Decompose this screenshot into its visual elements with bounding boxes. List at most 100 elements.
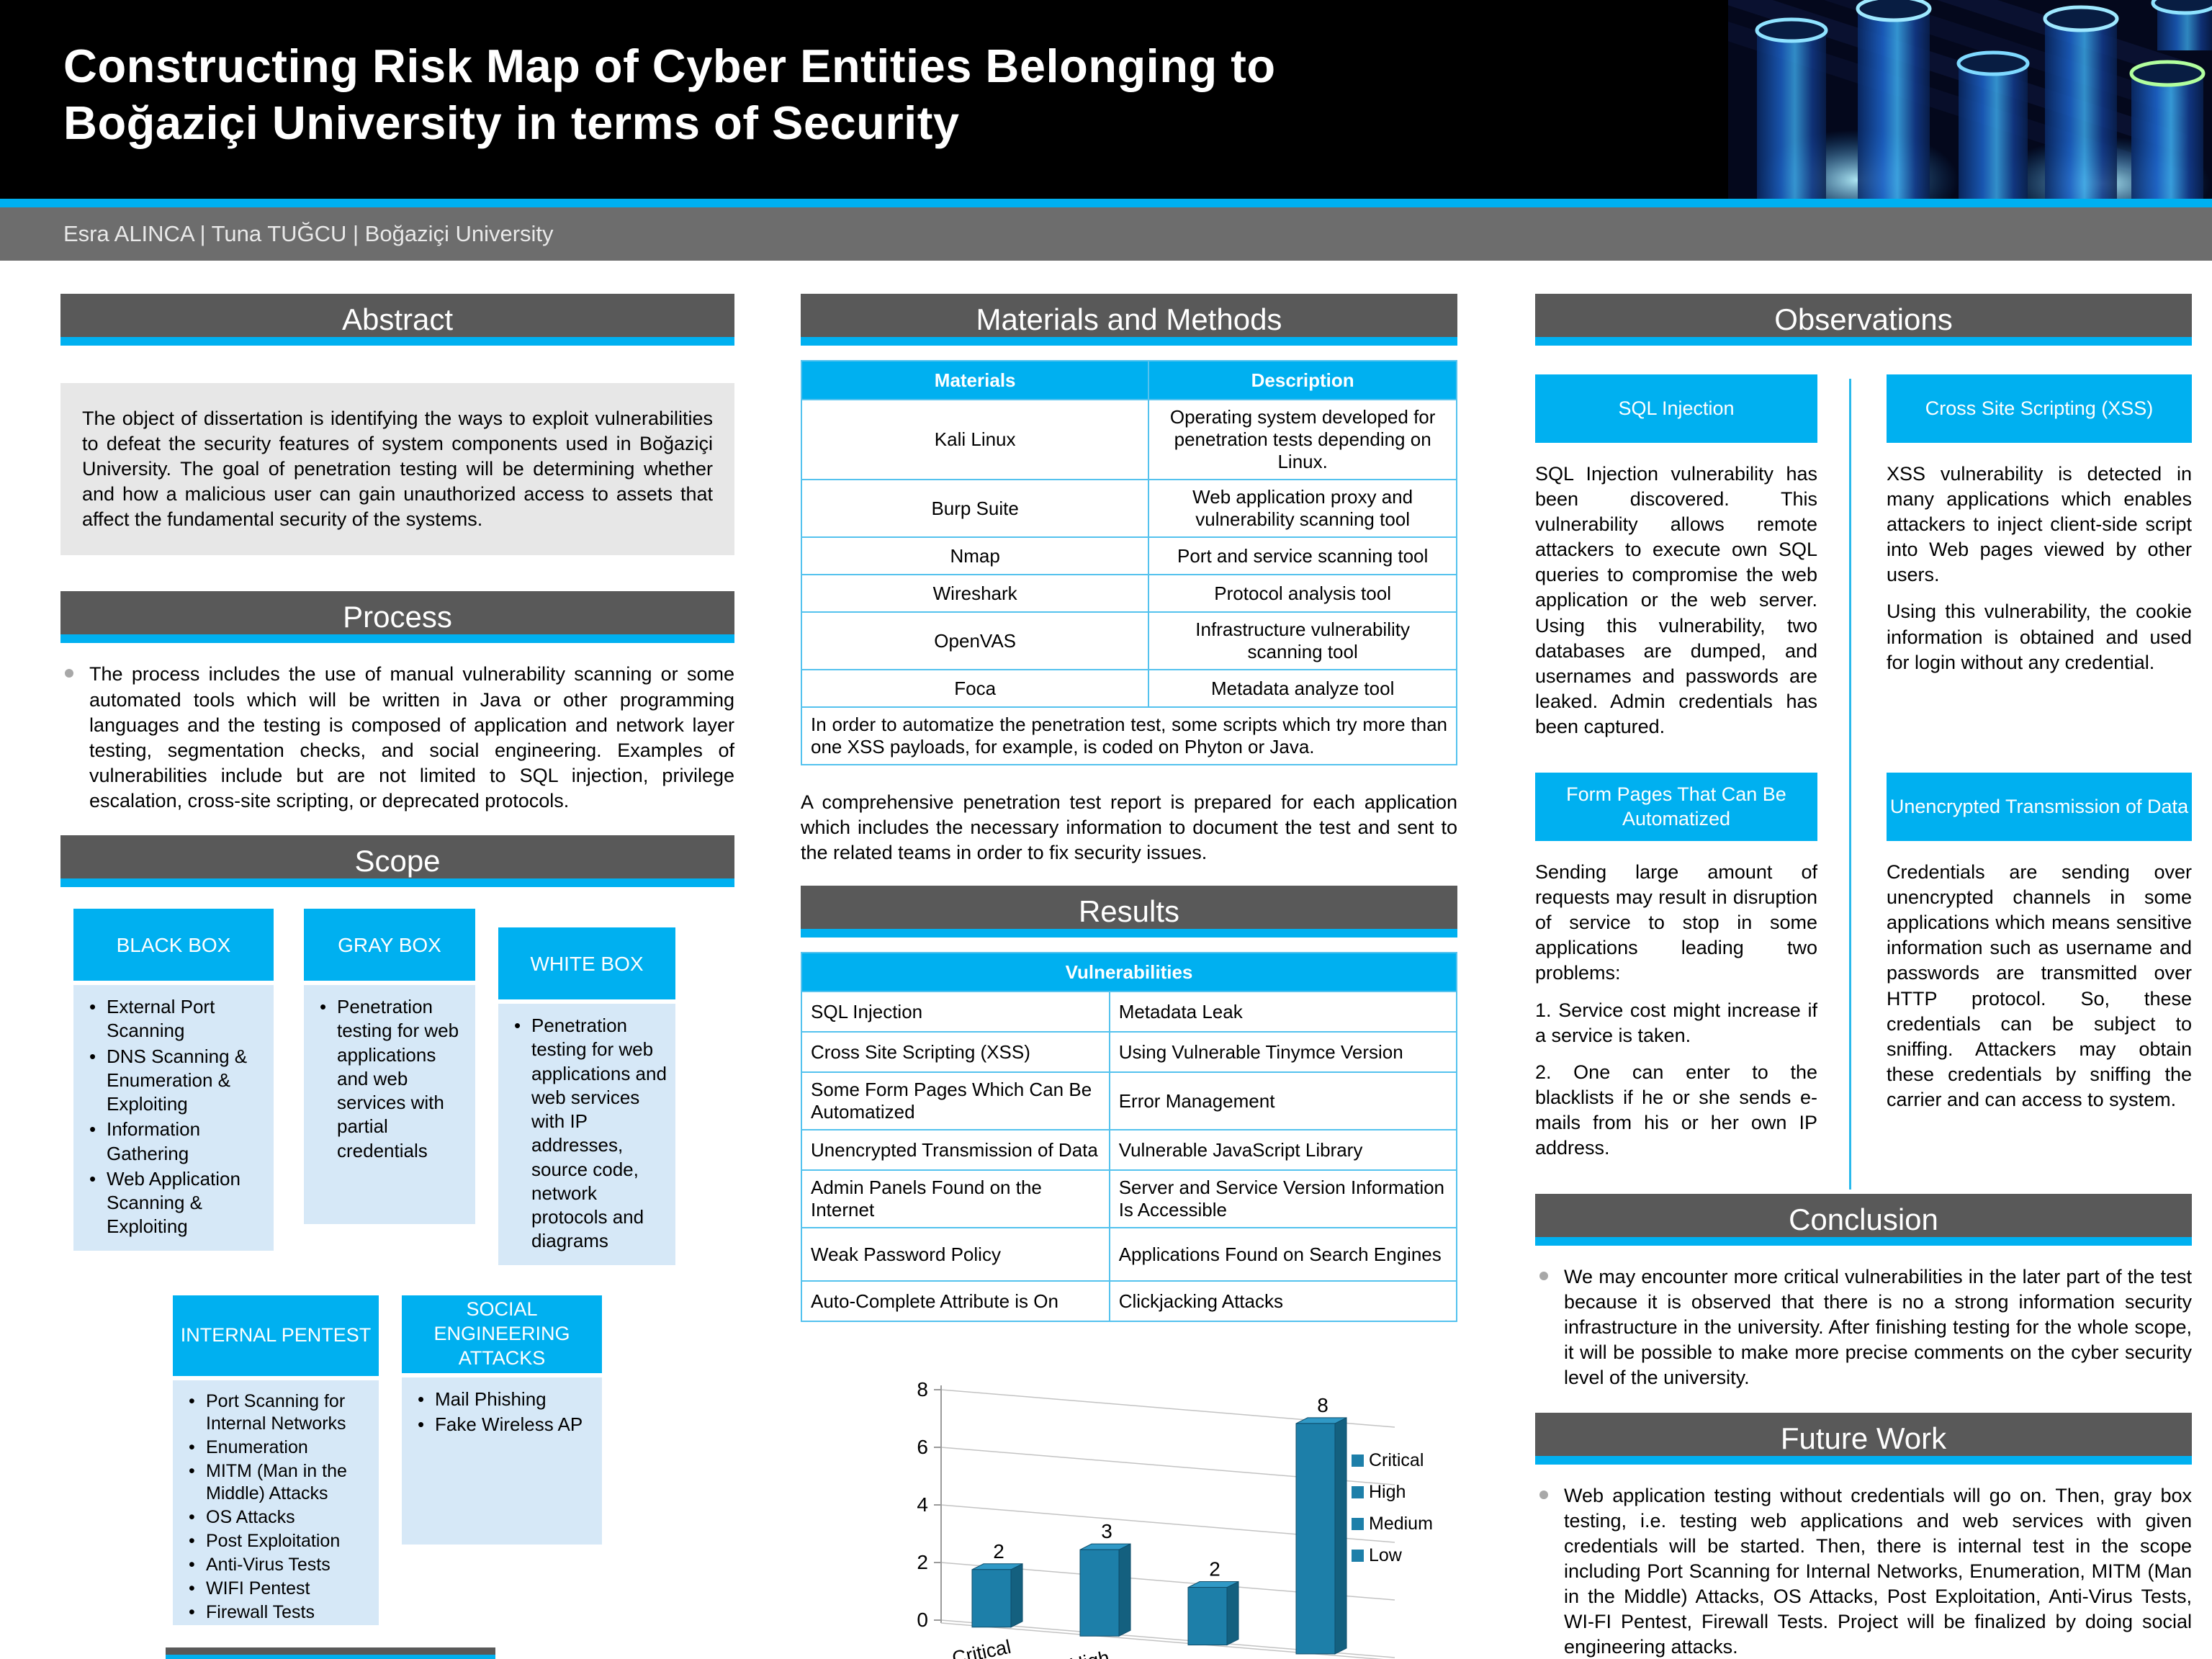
white-box: WHITE BOX Penetration testing for web ap… [498, 927, 675, 1265]
table-row: Some Form Pages Which Can Be Automatized… [801, 1071, 1458, 1131]
test-tubes-image [1728, 0, 2212, 199]
poster-title-line2: Boğaziçi University in terms of Security [63, 96, 960, 150]
xss-title: Cross Site Scripting (XSS) [1887, 374, 2192, 443]
svg-text:0: 0 [917, 1609, 928, 1631]
material-desc: Port and service scanning tool [1148, 536, 1457, 575]
table-row: Burp Suite Web application proxy and vul… [800, 479, 1457, 538]
observations-grid: SQL Injection SQL Injection vulnerabilit… [1535, 374, 2192, 1194]
vulnerabilities-header: Vulnerabilities [801, 952, 1457, 993]
list-item: WIFI Pentest [183, 1578, 370, 1600]
vulnerability-cell: Using Vulnerable Tinymce Version [1108, 1031, 1458, 1074]
future-work-heading: Future Work [1535, 1412, 2192, 1465]
table-row: Cross Site Scripting (XSS) Using Vulnera… [801, 1031, 1458, 1074]
svg-text:8: 8 [917, 1378, 928, 1401]
svg-text:4: 4 [917, 1493, 928, 1516]
middle-column: Materials and Methods Materials Descript… [800, 294, 1458, 1659]
poster-title: Constructing Risk Map of Cyber Entities … [63, 37, 1276, 152]
svg-text:Low: Low [1369, 1545, 1403, 1565]
left-column: Abstract The object of dissertation is i… [60, 294, 734, 1625]
social-engineering-box: SOCIAL ENGINEERING ATTACKS Mail Phishing… [402, 1295, 602, 1625]
svg-text:Critical: Critical [950, 1636, 1013, 1659]
internal-pentest-box: INTERNAL PENTEST Port Scanning for Inter… [173, 1295, 379, 1625]
social-engineering-body: Mail Phishing Fake Wireless AP [402, 1377, 602, 1545]
paragraph: Credentials are sending over unencrypted… [1887, 861, 2192, 1110]
xss-text: XSS vulnerability is detected in many ap… [1887, 462, 2192, 675]
table-row: Foca Metadata analyze tool [800, 669, 1457, 708]
svg-text:High: High [1369, 1482, 1406, 1502]
material-name: Kali Linux [800, 399, 1150, 480]
material-name: Foca [800, 669, 1150, 708]
vulnerability-cell: Clickjacking Attacks [1108, 1280, 1458, 1323]
list-item: Port Scanning for Internal Networks [183, 1390, 370, 1435]
future-work-bullet: Web application testing without credenti… [1535, 1483, 2192, 1659]
list-item: Enumeration [183, 1437, 370, 1459]
list-item: Penetration testing for web applications… [314, 995, 467, 1163]
svg-text:Critical: Critical [1369, 1450, 1424, 1470]
list-item: Mail Phishing [412, 1388, 593, 1412]
form-pages-title: Form Pages That Can Be Automatized [1535, 773, 1817, 842]
unencrypted-card: Unencrypted Transmission of Data Credent… [1887, 773, 2192, 1172]
table-row: Auto-Complete Attribute is On Clickjacki… [801, 1280, 1458, 1323]
table-row: Weak Password Policy Applications Found … [801, 1227, 1458, 1282]
table-row: OpenVAS Infrastructure vulnerability sca… [800, 611, 1457, 670]
material-name: Nmap [800, 536, 1150, 575]
list-item: Penetration testing for web applications… [508, 1014, 667, 1254]
materials-heading: Materials and Methods [801, 294, 1457, 346]
vulnerability-cell: Metadata Leak [1108, 991, 1458, 1033]
table-row: Admin Panels Found on the Internet Serve… [801, 1169, 1458, 1229]
cutoff-section-header [166, 1647, 495, 1659]
svg-text:High: High [1068, 1647, 1112, 1659]
material-desc: Web application proxy and vulnerability … [1148, 479, 1457, 538]
svg-text:8: 8 [1317, 1394, 1328, 1416]
svg-text:Medium: Medium [1161, 1653, 1233, 1659]
paragraph: Using this vulnerability, the cookie inf… [1887, 601, 2192, 673]
svg-text:2: 2 [993, 1540, 1004, 1563]
internal-pentest-body: Port Scanning for Internal Networks Enum… [173, 1380, 379, 1625]
svg-text:6: 6 [917, 1436, 928, 1458]
svg-text:3: 3 [1101, 1520, 1112, 1542]
future-work-text: Web application testing without credenti… [1564, 1484, 2192, 1658]
list-item: Information Gathering [84, 1118, 265, 1166]
vulnerability-cell: SQL Injection [801, 991, 1110, 1033]
svg-text:2: 2 [917, 1551, 928, 1573]
vulnerability-cell: Cross Site Scripting (XSS) [801, 1031, 1110, 1074]
unencrypted-text: Credentials are sending over unencrypted… [1887, 860, 2192, 1112]
paragraph: SQL Injection vulnerability has been dis… [1535, 463, 1817, 737]
vulnerability-cell: Weak Password Policy [801, 1227, 1110, 1282]
xss-card: Cross Site Scripting (XSS) XSS vulnerabi… [1887, 374, 2192, 751]
vulnerability-cell: Error Management [1108, 1071, 1458, 1131]
abstract-heading: Abstract [60, 294, 734, 346]
list-item: OS Attacks [183, 1506, 370, 1529]
gray-box: GRAY BOX Penetration testing for web app… [304, 909, 475, 1265]
vulnerability-cell: Applications Found on Search Engines [1108, 1227, 1458, 1282]
author-bar: Esra ALINCA | Tuna TUĞCU | Boğaziçi Univ… [0, 207, 2212, 261]
white-box-body: Penetration testing for web applications… [498, 1004, 675, 1265]
description-col-header: Description [1148, 360, 1457, 400]
vulnerability-cell: Admin Panels Found on the Internet [801, 1169, 1110, 1229]
vulnerability-cell: Some Form Pages Which Can Be Automatized [801, 1071, 1110, 1131]
observations-heading: Observations [1535, 294, 2192, 346]
process-text: The process includes the use of manual v… [89, 663, 734, 811]
paragraph: 1. Service cost might increase if a serv… [1535, 999, 1817, 1046]
table-row: Wireshark Protocol analysis tool [800, 574, 1457, 613]
white-box-title: WHITE BOX [498, 927, 675, 1000]
list-item: External Port Scanning [84, 995, 265, 1043]
internal-pentest-title: INTERNAL PENTEST [173, 1295, 379, 1376]
material-name: Burp Suite [800, 479, 1150, 538]
conclusion-bullet: We may encounter more critical vulnerabi… [1535, 1264, 2192, 1390]
material-desc: Operating system developed for penetrati… [1148, 399, 1457, 480]
gray-box-title: GRAY BOX [304, 909, 475, 981]
bullet-dot-icon [1539, 1490, 1548, 1499]
sql-injection-text: SQL Injection vulnerability has been dis… [1535, 462, 1817, 739]
form-pages-card: Form Pages That Can Be Automatized Sendi… [1535, 773, 1817, 1172]
vulnerability-cell: Auto-Complete Attribute is On [801, 1280, 1110, 1323]
conclusion-heading: Conclusion [1535, 1194, 2192, 1246]
material-name: Wireshark [800, 574, 1150, 613]
materials-table: Materials Description Kali Linux Operati… [800, 360, 1457, 765]
report-paragraph: A comprehensive penetration test report … [801, 791, 1457, 864]
process-bullet: The process includes the use of manual v… [60, 662, 734, 814]
vulnerabilities-table: Vulnerabilities SQL Injection Metadata L… [801, 952, 1458, 1323]
vulnerability-cell: Server and Service Version Information I… [1108, 1169, 1458, 1229]
material-desc: Infrastructure vulnerability scanning to… [1148, 611, 1457, 670]
